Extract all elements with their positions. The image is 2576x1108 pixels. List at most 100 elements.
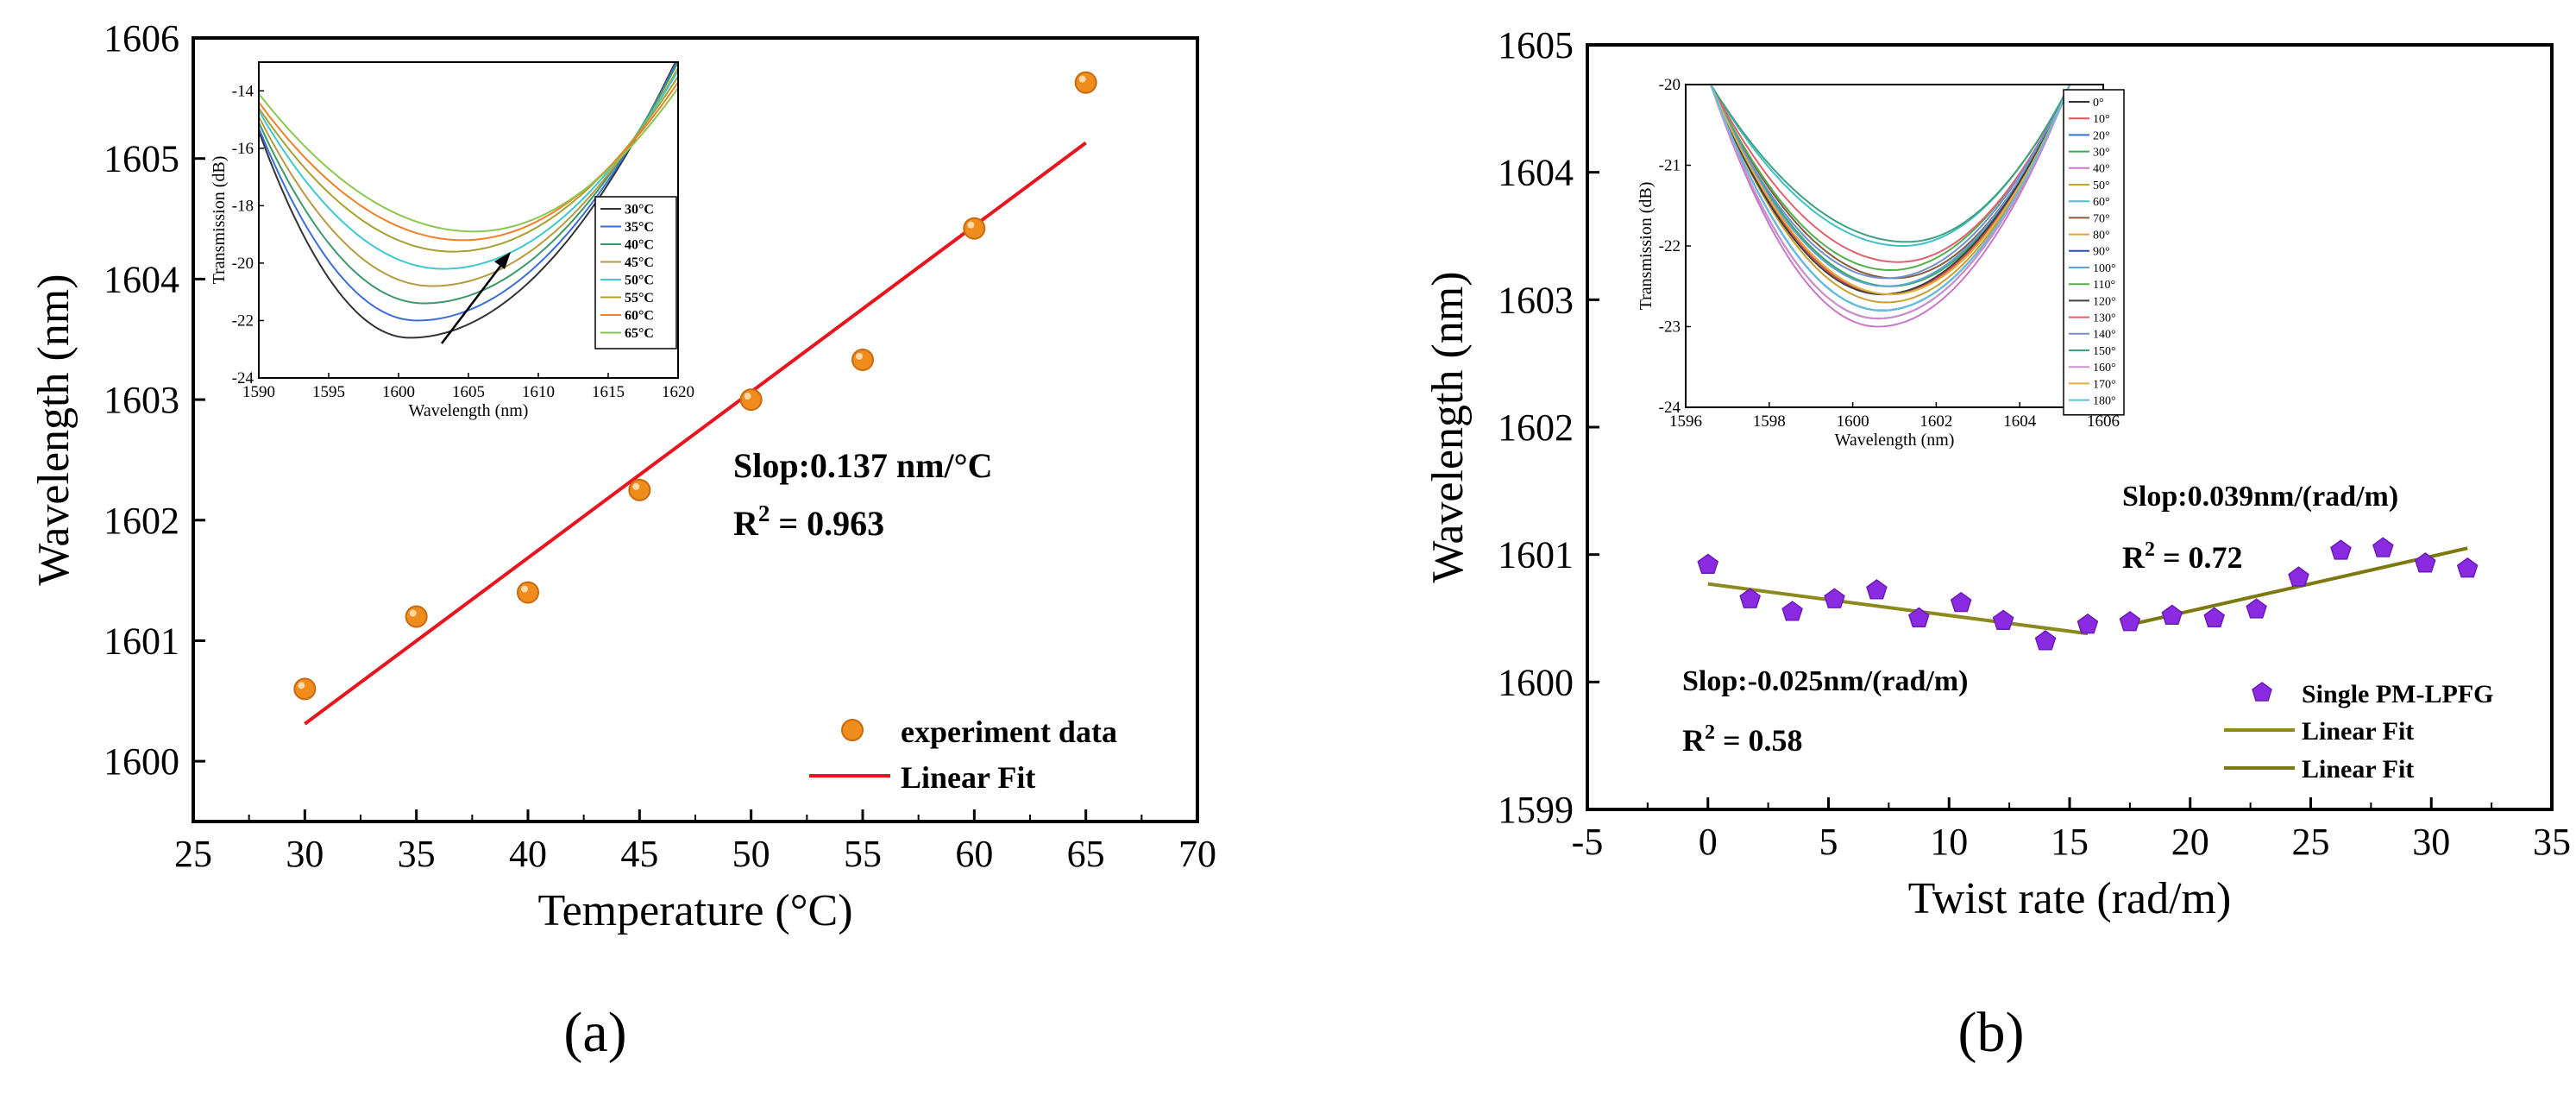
inset-legend-label: 40° <box>2093 163 2110 176</box>
inset-legend-label: 20° <box>2093 129 2110 142</box>
data-point <box>2034 630 2057 651</box>
a-legend-fit-label: Linear Fit <box>901 760 1035 795</box>
data-point <box>2456 557 2479 578</box>
b-r2-left-value: = 0.58 <box>1715 723 1803 758</box>
inset-legend-label: 120° <box>2093 295 2116 308</box>
b-legend-scatter-marker <box>2252 682 2272 702</box>
inset-legend-label: 35°C <box>625 220 654 235</box>
inset-y-tick-label: -21 <box>1659 157 1681 175</box>
data-point <box>2203 607 2225 627</box>
inset-legend-label: 140° <box>2093 329 2116 342</box>
inset-curve <box>259 62 678 305</box>
panel-a-chart: 1600 1601 1602 1603 1604 1605 1606 25 30 35 40 45 5… <box>29 17 1216 1064</box>
b-legend-fit1-label: Linear Fit <box>2302 717 2414 746</box>
y-tick-label: 1603 <box>1498 279 1574 321</box>
a-inset-ticks: 1590 1595 1600 1605 1610 1615 1620 -24 -22 -20 -18… <box>232 82 694 401</box>
x-tick-label: 70 <box>1178 833 1216 875</box>
data-point-highlight <box>632 482 640 490</box>
a-data-marks <box>293 71 1097 726</box>
y-tick-label: 1604 <box>1498 152 1574 194</box>
x-tick-label: 30 <box>286 833 324 875</box>
x-tick-label: 25 <box>174 833 212 875</box>
b-r2-right-annotation: R2 = 0.72 <box>2122 538 2243 575</box>
x-tick-label: 55 <box>844 833 882 875</box>
x-tick-label: 45 <box>620 833 658 875</box>
inset-legend-box <box>594 196 677 349</box>
data-point <box>1866 579 1888 600</box>
a-plot-frame <box>192 36 1199 823</box>
x-tick-label: 20 <box>2171 821 2209 863</box>
inset-legend-label: 55°C <box>625 291 654 305</box>
a-inset-legend: 30°C 35°C 40°C 45°C 50°C 55°C 60°C 65°C <box>594 196 677 349</box>
y-tick-label: 1602 <box>104 500 179 542</box>
inset-y-tick-label: -14 <box>232 82 254 100</box>
a-x-ticks: 25 30 35 40 45 50 55 60 65 70 <box>174 809 1216 875</box>
inset-x-tick-label: 1605 <box>452 383 485 401</box>
inset-curve <box>259 67 678 287</box>
b-legend-fit2-label: Linear Fit <box>2302 755 2414 784</box>
a-inset-chart: 1590 1595 1600 1605 1610 1615 1620 -24 -22 -20 -18… <box>210 61 694 420</box>
x-tick-label: 50 <box>732 833 770 875</box>
b-inset-x-label: Wavelength (nm) <box>1835 431 1955 450</box>
b-inset-chart: 1596 1598 1600 1602 1604 1606-24-23-22-21-20 … <box>1637 76 2125 450</box>
inset-y-tick-label: -23 <box>1659 318 1681 337</box>
inset-legend-label: 180° <box>2093 395 2116 408</box>
inset-y-tick-label: -20 <box>232 255 254 273</box>
y-tick-label: 1605 <box>104 138 179 180</box>
x-tick-label: 65 <box>1067 833 1105 875</box>
data-point <box>1697 553 1719 574</box>
data-point <box>1992 609 2014 630</box>
inset-y-tick-label: -24 <box>232 369 254 387</box>
b-x-axis-label: Twist rate (rad/m) <box>1908 874 2232 923</box>
x-tick-label: 0 <box>1699 821 1718 863</box>
inset-legend-label: 130° <box>2093 312 2116 325</box>
inset-legend-box <box>2063 89 2125 416</box>
data-point <box>963 217 986 240</box>
data-point-highlight <box>744 393 751 400</box>
a-r2-prefix: R <box>733 504 759 543</box>
inset-x-tick-label: 1600 <box>382 383 415 401</box>
a-legend-scatter-label: experiment data <box>901 715 1117 749</box>
inset-y-tick-label: -16 <box>232 140 254 158</box>
fit-line <box>304 141 1087 726</box>
x-tick-label: 60 <box>955 833 993 875</box>
inset-y-tick-label: -20 <box>1659 76 1681 94</box>
data-point <box>2372 537 2394 557</box>
data-point <box>1824 588 1845 608</box>
inset-curve <box>259 62 676 339</box>
inset-legend-label: 70° <box>2093 212 2110 225</box>
b-r2-left-sup: 2 <box>1705 721 1715 744</box>
inset-x-tick-label: 1595 <box>312 383 345 401</box>
data-point <box>1950 591 1972 613</box>
inset-legend-label: 0° <box>2093 97 2104 110</box>
b-r2-right-value: = 0.72 <box>2155 540 2243 575</box>
inset-legend-label: 160° <box>2093 362 2116 375</box>
inset-y-tick-label: -24 <box>1659 399 1681 417</box>
inset-legend-label: 60°C <box>625 309 654 324</box>
data-point <box>2414 552 2436 573</box>
a-legend: experiment data Linear Fit <box>809 715 1117 795</box>
y-tick-label: 1603 <box>104 379 179 421</box>
b-data-marks <box>1697 537 2479 651</box>
y-tick-label: 1605 <box>1498 24 1574 66</box>
inset-curve <box>259 87 678 233</box>
b-r2-left-annotation: R2 = 0.58 <box>1682 721 1803 758</box>
inset-x-tick-label: 1590 <box>242 383 275 401</box>
b-slope-right-annotation: Slop:0.039nm/(rad/m) <box>2122 481 2398 513</box>
inset-curve <box>259 62 678 322</box>
data-point <box>2246 598 2267 619</box>
data-point-highlight <box>1078 75 1086 83</box>
data-point-highlight <box>856 352 863 360</box>
x-tick-label: 40 <box>509 833 547 875</box>
x-tick-label: 15 <box>2051 821 2089 863</box>
data-point <box>517 581 539 604</box>
panel-b-chart: 1599 1600 1601 1602 1603 1604 1605 -5 0 5 10 15 20 2… <box>1423 24 2571 1064</box>
y-tick-label: 1601 <box>104 620 179 662</box>
y-tick-label: 1606 <box>104 17 179 60</box>
b-inset-legend: 0° 10° 20° 30° 40° 50° 60° 70° 80° 90° 100° 110° 120… <box>2063 89 2125 416</box>
inset-legend-label: 40°C <box>625 238 654 253</box>
inset-curve <box>1709 85 2071 247</box>
a-x-axis-label: Temperature (°C) <box>537 886 852 935</box>
a-y-axis-label: Wavelength (nm) <box>29 274 79 585</box>
